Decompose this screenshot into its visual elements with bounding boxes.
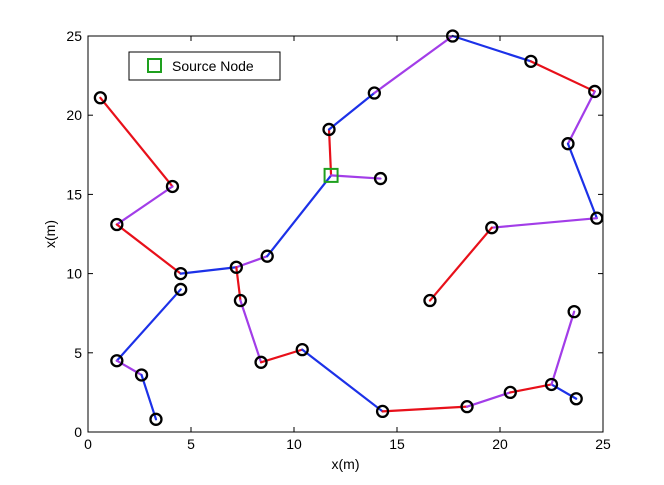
edge-blue	[140, 373, 158, 421]
edge-purple	[329, 174, 382, 180]
edge-blue	[179, 266, 238, 275]
source-node-marker	[323, 167, 339, 183]
node-marker	[367, 86, 381, 100]
edge-layer	[99, 34, 598, 421]
edge-red	[327, 128, 333, 177]
node-marker	[254, 355, 268, 369]
edge-red	[115, 223, 182, 275]
node-marker	[544, 377, 559, 392]
edge-red	[509, 383, 553, 394]
node-marker	[93, 91, 108, 105]
legend: Source Node	[128, 51, 281, 81]
x-tick-label: 5	[187, 436, 195, 452]
source-layer	[323, 167, 339, 183]
edge-blue	[327, 91, 376, 131]
edge-purple	[490, 217, 598, 229]
node-marker	[569, 392, 583, 406]
x-tick-label: 20	[492, 436, 508, 452]
tick-layer: 0 5 10 15 20 25 0 5 10 15 20 25	[66, 28, 611, 452]
edge-purple	[465, 391, 512, 408]
node-marker	[149, 412, 163, 426]
node-marker	[260, 249, 274, 263]
legend-box	[128, 51, 281, 81]
edge-red	[381, 405, 469, 413]
node-marker	[165, 179, 180, 194]
x-tick-label: 25	[595, 436, 611, 452]
node-marker	[423, 293, 437, 308]
y-axis-label: x(m)	[42, 220, 58, 248]
y-tick-label: 25	[66, 28, 82, 44]
node-marker	[110, 217, 124, 232]
node-marker	[561, 137, 575, 151]
edge-blue	[451, 34, 533, 63]
edge-purple	[550, 310, 576, 386]
legend-source-swatch	[147, 58, 162, 73]
edge-blue	[266, 174, 333, 258]
node-marker	[233, 293, 248, 308]
node-marker	[110, 354, 124, 368]
x-tick-label: 15	[389, 436, 405, 452]
node-marker	[134, 368, 149, 382]
x-tick-label: 10	[286, 436, 302, 452]
y-tick-label: 20	[66, 107, 82, 123]
plot-area	[88, 36, 603, 432]
node-marker	[373, 171, 388, 186]
edge-red	[99, 96, 174, 188]
edge-blue	[301, 348, 384, 413]
y-tick-label: 0	[74, 424, 82, 440]
edge-red	[428, 226, 493, 302]
node-marker	[295, 342, 309, 357]
node-marker	[590, 211, 604, 225]
legend-source-label: Source Node	[172, 58, 254, 74]
edge-purple	[239, 299, 263, 364]
node-marker	[375, 404, 390, 419]
node-marker	[174, 266, 188, 281]
edge-purple	[115, 185, 174, 226]
node-marker	[322, 122, 336, 137]
edge-purple	[566, 90, 596, 145]
y-tick-label: 10	[66, 266, 82, 282]
edge-red	[259, 348, 304, 364]
edge-purple	[373, 34, 454, 95]
x-axis-label: x(m)	[332, 456, 360, 472]
edge-blue	[115, 288, 182, 362]
node-marker	[174, 282, 188, 297]
node-marker	[567, 304, 581, 319]
node-marker	[460, 400, 474, 414]
node-layer	[93, 29, 604, 426]
y-tick-label: 5	[74, 345, 82, 361]
node-marker	[524, 54, 538, 68]
x-tick-label: 0	[84, 436, 92, 452]
node-marker	[588, 84, 602, 99]
node-marker	[485, 221, 499, 235]
y-tick-label: 15	[66, 186, 82, 202]
plot-frame	[87, 35, 604, 433]
edge-blue	[566, 142, 598, 220]
node-marker	[229, 260, 243, 274]
node-marker	[503, 385, 517, 400]
edge-red	[529, 60, 596, 93]
